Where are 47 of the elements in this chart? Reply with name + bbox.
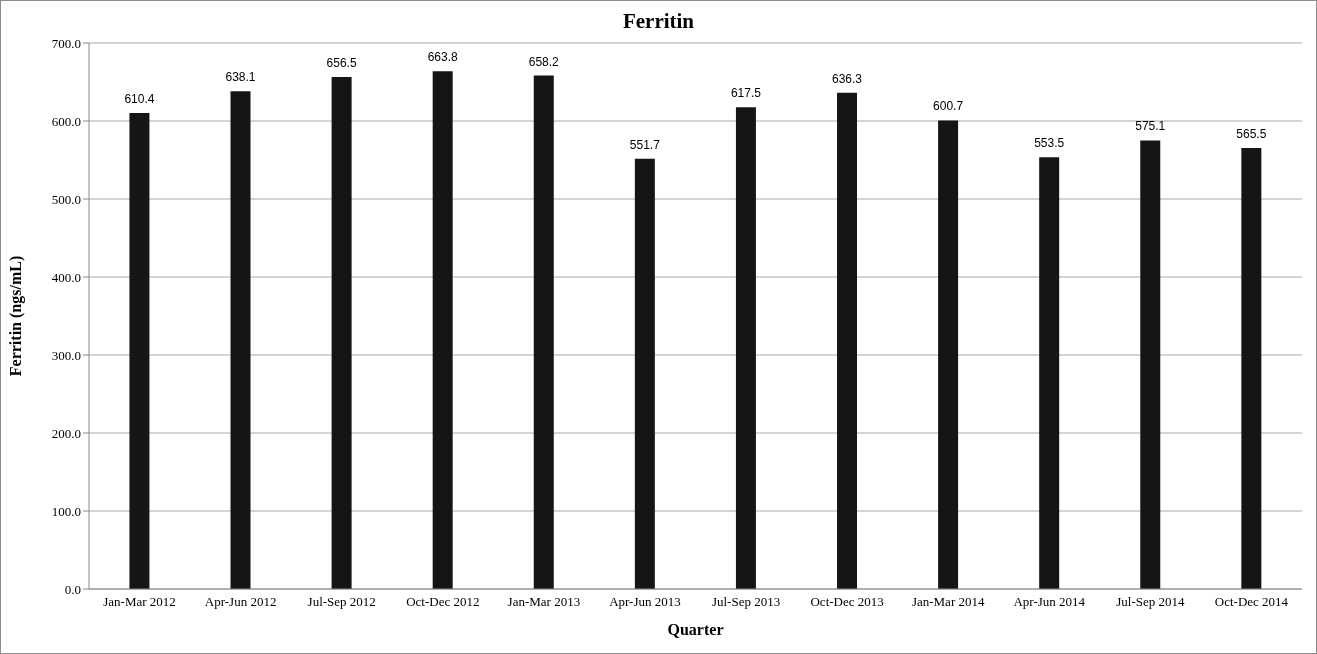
x-tick-label: Jan-Mar 2012 — [103, 594, 176, 610]
x-tick-label: Oct-Dec 2014 — [1214, 594, 1289, 610]
data-label: 617.5 — [730, 86, 762, 101]
bar — [533, 75, 554, 589]
bar — [634, 158, 655, 589]
bar — [938, 120, 959, 589]
data-label: 575.1 — [1135, 119, 1166, 134]
data-label: 663.8 — [427, 50, 459, 65]
x-axis-title: Quarter — [667, 621, 724, 638]
bar — [735, 107, 756, 589]
bar — [432, 71, 453, 589]
bar — [1241, 147, 1262, 589]
data-label: 656.5 — [326, 55, 357, 70]
y-axis-title: Ferritin (ngs/mL) — [6, 255, 25, 377]
data-label: 553.5 — [1034, 136, 1065, 151]
chart-title: Ferritin — [621, 9, 696, 34]
bar — [1140, 140, 1161, 589]
x-tick-label: Apr-Jun 2012 — [204, 594, 277, 610]
data-label: 658.2 — [528, 54, 560, 69]
y-tick-label: 0.0 — [64, 581, 81, 597]
data-label: 638.1 — [225, 70, 256, 85]
bar — [331, 76, 352, 589]
y-tick-label: 100.0 — [51, 503, 81, 519]
y-tick-label: 600.0 — [51, 113, 81, 129]
data-label: 600.7 — [933, 99, 964, 114]
x-tick-label: Apr-Jun 2014 — [1013, 594, 1086, 610]
x-tick-label: Jan-Mar 2014 — [911, 594, 985, 610]
x-tick-label: Oct-Dec 2013 — [810, 594, 884, 610]
x-tick-label: Apr-Jun 2013 — [609, 594, 681, 610]
y-tick-label: 200.0 — [51, 425, 81, 441]
y-tick-label: 300.0 — [51, 347, 81, 363]
bar — [837, 92, 858, 589]
x-tick-label: Jan-Mar 2013 — [507, 594, 581, 610]
data-label: 565.5 — [1236, 126, 1267, 141]
bar — [230, 91, 251, 589]
y-tick-label: 500.0 — [51, 191, 81, 207]
y-tick-label: 700.0 — [51, 35, 81, 51]
x-tick-label: Jul-Sep 2013 — [711, 594, 781, 610]
bar — [1039, 157, 1060, 589]
y-tick-label: 400.0 — [51, 269, 81, 285]
bar — [129, 112, 150, 589]
x-tick-label: Jul-Sep 2014 — [1116, 594, 1185, 610]
x-tick-label: Jul-Sep 2012 — [307, 594, 376, 610]
data-label: 551.7 — [629, 137, 661, 152]
x-tick-label: Oct-Dec 2012 — [406, 594, 480, 610]
data-label: 636.3 — [832, 71, 863, 86]
data-label: 610.4 — [124, 91, 155, 106]
